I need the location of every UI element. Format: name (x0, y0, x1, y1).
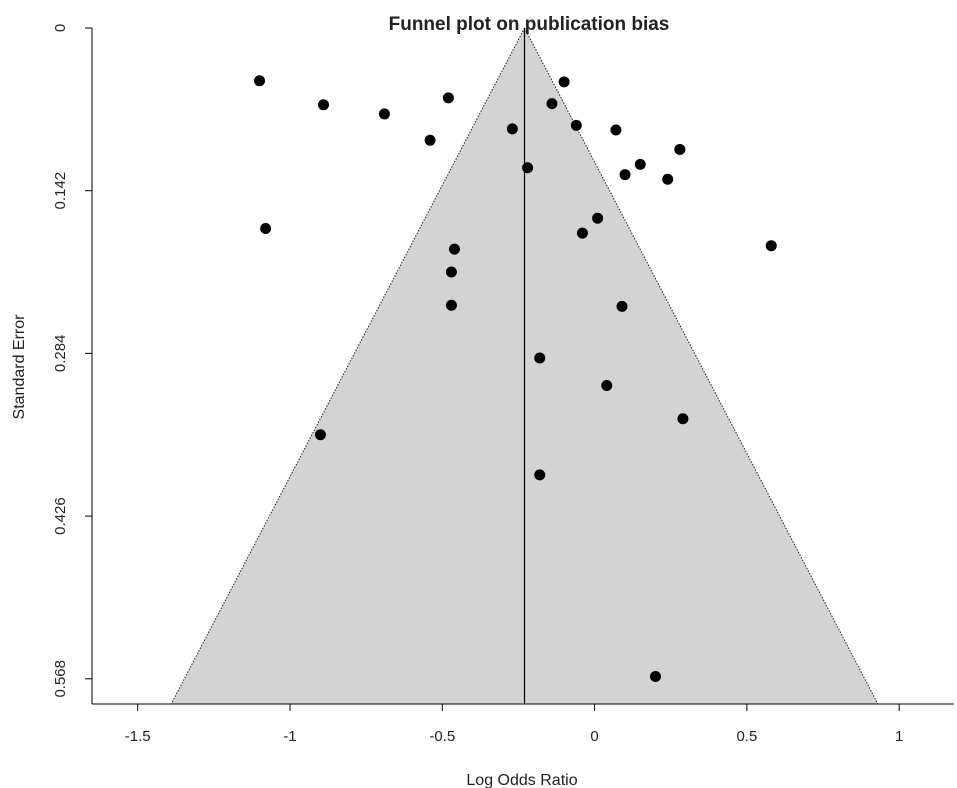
funnel-region-layer (170, 27, 879, 705)
study-point (314, 429, 326, 441)
data-points-layer (254, 75, 777, 683)
study-point (592, 212, 604, 224)
study-point (649, 671, 661, 683)
study-point (445, 266, 457, 278)
study-point (601, 379, 613, 391)
study-point (570, 119, 582, 131)
x-tick-label: -1.5 (125, 728, 151, 745)
y-axis-label: Standard Error (11, 314, 28, 420)
study-point (260, 223, 272, 235)
study-point (317, 99, 329, 111)
study-point (522, 162, 534, 174)
x-axis-label: Log Odds Ratio (466, 772, 577, 788)
study-point (546, 98, 558, 110)
x-tick-label: 1 (895, 728, 903, 745)
study-point (442, 92, 454, 104)
y-tick-label: 0 (52, 24, 69, 32)
study-point (534, 469, 546, 481)
chart-title: Funnel plot on publication bias (389, 14, 670, 35)
study-point (765, 240, 777, 252)
study-point (634, 158, 646, 170)
axes-layer: -1.5 -1 -0.5 0 0.5 1 0 0.142 0.284 0.426 0.568 (52, 24, 954, 745)
study-point (448, 243, 460, 255)
study-point (534, 352, 546, 364)
y-tick-label: 0.568 (52, 660, 69, 698)
study-point (616, 300, 628, 312)
study-point (677, 413, 689, 425)
study-point (674, 143, 686, 155)
y-tick-label: 0.426 (52, 497, 69, 535)
study-point (424, 134, 436, 146)
x-tick-label: 0.5 (736, 728, 757, 745)
study-point (576, 227, 588, 239)
study-point (619, 169, 631, 181)
y-tick-label: 0.284 (52, 335, 69, 373)
funnel-left-bound (170, 27, 525, 705)
funnel-right-bound (524, 27, 879, 705)
x-tick-label: 0 (590, 728, 598, 745)
y-tick-label: 0.142 (52, 172, 69, 210)
study-point (610, 124, 622, 136)
study-point (254, 75, 266, 87)
study-point (558, 76, 570, 88)
x-tick-label: -1 (283, 728, 296, 745)
study-point (662, 173, 674, 185)
x-tick-label: -0.5 (429, 728, 455, 745)
study-point (506, 123, 518, 135)
study-point (378, 108, 390, 120)
study-point (445, 299, 457, 311)
